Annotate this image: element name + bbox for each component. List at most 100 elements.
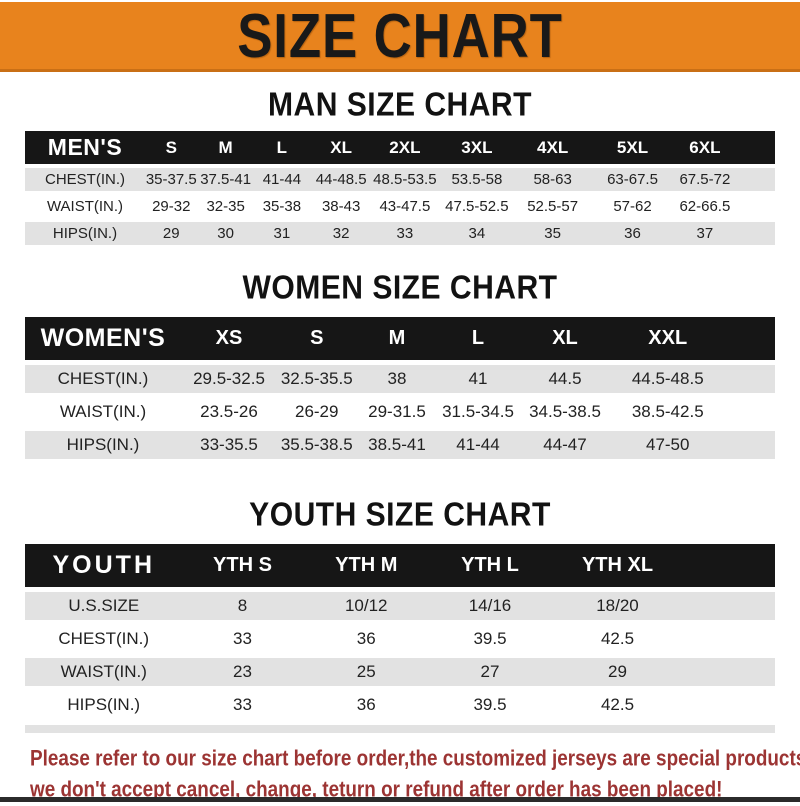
size-column-header: 2XL [372, 131, 438, 164]
row-label: HIPS(IN.) [25, 431, 181, 459]
size-value-cell: 18/20 [550, 592, 685, 620]
page-title: SIZE CHART [237, 0, 563, 71]
row-label: CHEST(IN.) [25, 365, 181, 393]
man-size-chart-section: MAN SIZE CHART MEN'S S M L XL 2XL 3XL 4XL 5XL 6XL… [25, 85, 775, 249]
women-section-title: WOMEN SIZE CHART [242, 268, 558, 306]
size-column-header: M [356, 317, 438, 360]
size-column-header: YTH M [302, 544, 430, 587]
size-value-cell: 38.5-42.5 [611, 398, 724, 426]
size-value-cell: 26-29 [276, 398, 357, 426]
size-column-header: YTH XL [550, 544, 685, 587]
size-value-cell: 23.5-26 [180, 398, 277, 426]
size-value-cell: 39.5 [430, 625, 550, 653]
size-column-header: XL [310, 131, 373, 164]
size-column-header: 3XL [437, 131, 517, 164]
size-value-cell: 44.5-48.5 [611, 365, 724, 393]
row-label: WAIST(IN.) [25, 195, 145, 218]
table-row: WAIST(IN.) 29-32 32-35 35-38 38-43 43-47.5 47.… [25, 195, 775, 218]
size-value-cell: 44-48.5 [310, 168, 373, 191]
size-value-cell: 44.5 [518, 365, 612, 393]
size-column-header: L [437, 317, 519, 360]
spacer-cell [723, 398, 775, 426]
women-table-wrap: WOMEN'S XS S M L XL XXL CHEST(IN.) 29.5-32.5 32.5… [25, 312, 775, 464]
size-value-cell: 37.5-41 [197, 168, 254, 191]
size-value-cell: 63-67.5 [589, 168, 676, 191]
size-table-header-row: MEN'S S M L XL 2XL 3XL 4XL 5XL 6XL [25, 131, 775, 164]
row-label: CHEST(IN.) [25, 625, 183, 653]
spacer-cell [685, 658, 775, 686]
size-value-cell: 27 [430, 658, 550, 686]
size-column-header: M [197, 131, 254, 164]
size-value-cell: 29-31.5 [356, 398, 438, 426]
size-value-cell: 41-44 [253, 168, 310, 191]
youth-size-table: YOUTH YTH S YTH M YTH L YTH XL U.S.SIZE 8 10/12… [25, 539, 775, 724]
size-value-cell: 47-50 [611, 431, 724, 459]
table-row: WAIST(IN.) 23.5-26 26-29 29-31.5 31.5-34.5 34… [25, 398, 775, 426]
size-value-cell: 34.5-38.5 [518, 398, 612, 426]
size-value-cell: 31.5-34.5 [437, 398, 519, 426]
size-value-cell: 8 [182, 592, 303, 620]
table-header-label: WOMEN'S [25, 317, 181, 360]
spacer-cell [733, 195, 775, 218]
table-row: HIPS(IN.) 29 30 31 32 33 34 35 36 37 [25, 222, 775, 245]
size-value-cell: 41-44 [437, 431, 519, 459]
table-header-label: MEN'S [25, 131, 145, 164]
size-value-cell: 23 [182, 658, 303, 686]
men-table-wrap: MEN'S S M L XL 2XL 3XL 4XL 5XL 6XL CHEST(IN.) 35-37… [25, 127, 775, 249]
banner: SIZE CHART [0, 0, 800, 72]
size-value-cell: 30 [197, 222, 254, 245]
size-value-cell: 31 [253, 222, 310, 245]
size-value-cell: 44-47 [518, 431, 612, 459]
size-value-cell: 32-35 [197, 195, 254, 218]
spacer-cell [685, 544, 775, 587]
size-value-cell: 41 [437, 365, 519, 393]
size-value-cell: 42.5 [550, 691, 685, 719]
size-value-cell: 29 [550, 658, 685, 686]
women-size-table: WOMEN'S XS S M L XL XXL CHEST(IN.) 29.5-32.5 32.5… [25, 312, 775, 464]
size-value-cell: 32.5-35.5 [276, 365, 357, 393]
size-column-header: XXL [611, 317, 724, 360]
size-column-header: YTH S [182, 544, 303, 587]
row-label: CHEST(IN.) [25, 168, 145, 191]
table-row: WAIST(IN.) 23 25 27 29 [25, 658, 775, 686]
size-value-cell: 38 [356, 365, 438, 393]
spacer-cell [723, 317, 775, 360]
youth-size-chart-section: YOUTH SIZE CHART YOUTH YTH S YTH M YTH L YTH… [25, 495, 775, 733]
size-value-cell: 32 [310, 222, 373, 245]
size-value-cell: 38-43 [310, 195, 373, 218]
row-label: U.S.SIZE [25, 592, 183, 620]
size-column-header: S [145, 131, 198, 164]
youth-table-wrap: YOUTH YTH S YTH M YTH L YTH XL U.S.SIZE 8 10/12… [25, 539, 775, 733]
size-value-cell: 10/12 [302, 592, 430, 620]
row-label: WAIST(IN.) [25, 398, 181, 426]
size-column-header: XS [180, 317, 277, 360]
women-size-chart-section: WOMEN SIZE CHART WOMEN'S XS S M L XL XXL CHEST(… [25, 268, 775, 464]
size-table-header-row: WOMEN'S XS S M L XL XXL [25, 317, 775, 360]
table-row: CHEST(IN.) 33 36 39.5 42.5 [25, 625, 775, 653]
size-value-cell: 35.5-38.5 [276, 431, 357, 459]
spacer-cell [733, 222, 775, 245]
size-value-cell: 38.5-41 [356, 431, 438, 459]
size-value-cell: 36 [302, 691, 430, 719]
spacer-cell [723, 431, 775, 459]
size-value-cell: 35-37.5 [145, 168, 198, 191]
table-row: CHEST(IN.) 35-37.5 37.5-41 41-44 44-48.5 48.5… [25, 168, 775, 191]
spacer-cell [733, 168, 775, 191]
size-value-cell: 47.5-52.5 [437, 195, 517, 218]
spacer-cell [723, 365, 775, 393]
size-value-cell: 25 [302, 658, 430, 686]
size-value-cell: 67.5-72 [676, 168, 734, 191]
size-value-cell: 62-66.5 [676, 195, 734, 218]
row-label: HIPS(IN.) [25, 222, 145, 245]
table-row: HIPS(IN.) 33-35.5 35.5-38.5 38.5-41 41-44 44-… [25, 431, 775, 459]
size-value-cell: 33 [372, 222, 438, 245]
youth-table-bottom-strip [25, 725, 775, 733]
spacer-cell [685, 625, 775, 653]
size-value-cell: 53.5-58 [437, 168, 517, 191]
man-section-title: MAN SIZE CHART [268, 85, 532, 123]
table-row: U.S.SIZE 8 10/12 14/16 18/20 [25, 592, 775, 620]
size-value-cell: 42.5 [550, 625, 685, 653]
size-value-cell: 14/16 [430, 592, 550, 620]
table-row: CHEST(IN.) 29.5-32.5 32.5-35.5 38 41 44.5 44.5… [25, 365, 775, 393]
